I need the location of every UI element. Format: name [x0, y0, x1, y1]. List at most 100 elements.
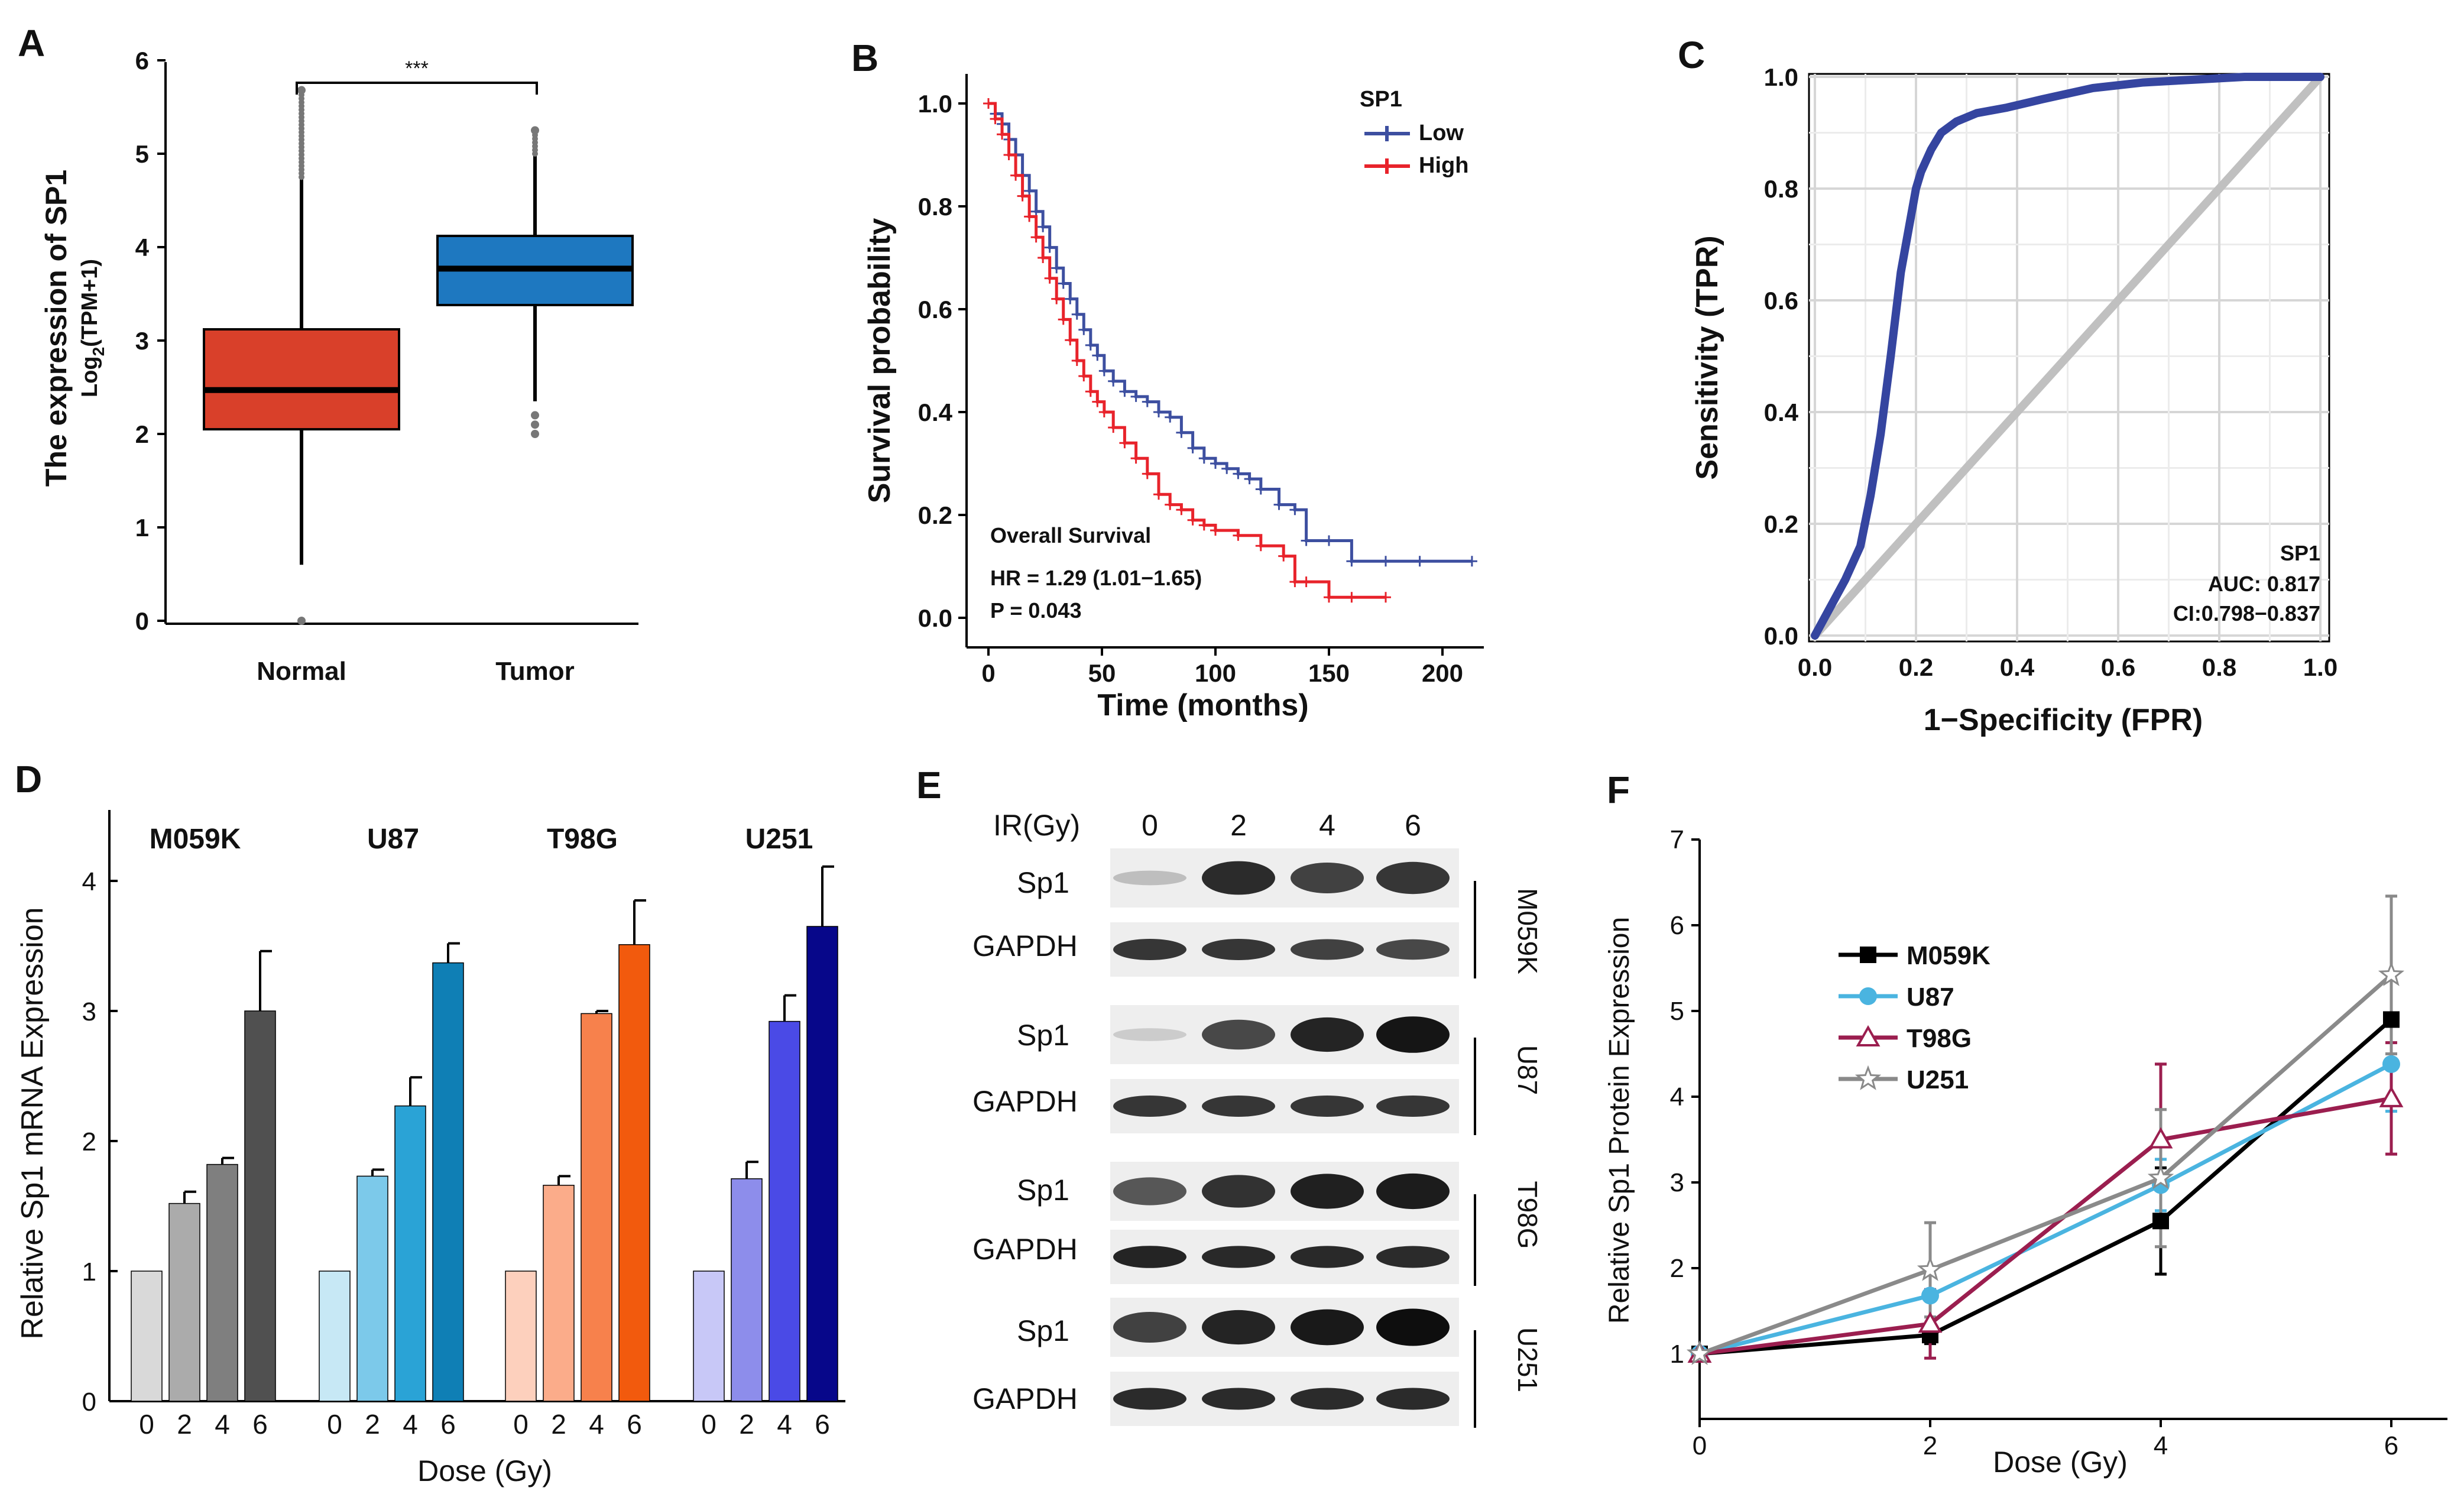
panel-b-xtick-label: 100: [1195, 659, 1236, 687]
panel-b-censor-mark: [1301, 535, 1312, 546]
panel-e-u87-gapdh-label: GAPDH: [972, 1085, 1078, 1118]
panel-b-censor-mark: [1244, 474, 1255, 485]
panel-e-gapdh-band: [1291, 1096, 1364, 1117]
panel-d-dose-label: 2: [365, 1409, 380, 1440]
panel-b-censor-mark: [1153, 407, 1164, 417]
panel-e: IR(Gy) 0 2 4 6 Sp1 GAPDH M059K Sp1 GAPDH…: [972, 809, 1543, 1428]
panel-f-xlabel: Dose (Gy): [1993, 1446, 2128, 1479]
panel-b-censor-mark: [997, 129, 1008, 140]
panel-b-censor-mark: [1273, 499, 1285, 510]
panel-f-xtick-label: 0: [1693, 1431, 1707, 1460]
panel-b-censor-mark: [1003, 150, 1014, 160]
panel-f-point-t98g: [1918, 1311, 1943, 1333]
panel-c-xtick-label: 0.6: [2101, 653, 2135, 681]
panel-e-gapdh-band: [1291, 1246, 1364, 1268]
panel-b-censor-mark: [1142, 396, 1153, 407]
panel-e-u87-cell-line: U87: [1512, 1045, 1543, 1095]
panel-e-lane-2: 2: [1230, 809, 1247, 842]
panel-d-dose-label: 2: [551, 1409, 566, 1440]
panel-d-ytick-label: 1: [82, 1258, 96, 1286]
panel-a-ylabel-line2: Log2(TPM+1): [77, 259, 108, 397]
panel-a-ytick-label: 4: [135, 234, 150, 261]
panel-b-censor-mark: [990, 114, 1001, 125]
panel-b-censor-mark: [1092, 350, 1103, 361]
panel-e-gapdh-band: [1113, 1388, 1186, 1410]
panel-b-censor-mark: [1038, 221, 1049, 232]
panel-c-ytick-label: 0.4: [1764, 398, 1799, 426]
panel-b-legend-high-label: High: [1419, 153, 1468, 178]
panel-b-xtick-label: 150: [1308, 659, 1350, 687]
panel-d-bar-t98g: [505, 1271, 537, 1402]
panel-e-gapdh-band: [1113, 1096, 1186, 1117]
panel-e-sp1-band: [1202, 1175, 1275, 1208]
panel-a-ytick-label: 3: [135, 327, 149, 355]
panel-d-bar-u87: [394, 1105, 426, 1402]
panel-a-outlier-point: [297, 617, 306, 625]
panel-f-series-u251: [1698, 973, 2393, 1356]
panel-e-header-label: IR(Gy): [993, 809, 1080, 842]
panel-f: 1 2 3 4 5 6 7 0 2 4 6 Relative Sp1 Protein Express…: [1604, 825, 2447, 1479]
panel-label-d: D: [15, 758, 42, 801]
panel-a: 0 1 2 3 4 5 6 The expression of SP1 Log2(TPM+1…: [40, 47, 638, 686]
panel-e-u251-gapdh-label: GAPDH: [972, 1382, 1078, 1415]
panel-e-sp1-band: [1202, 1019, 1275, 1050]
panel-b-ytick-label: 0.6: [918, 296, 952, 323]
panel-b-censor-mark: [1324, 592, 1334, 603]
panel-c-annotation-auc: AUC: 0.817: [2208, 572, 2320, 596]
panel-f-plot: 1 2 3 4 5 6 7 0 2 4 6: [1670, 825, 2447, 1460]
panel-d-ytick-label: 3: [82, 997, 96, 1026]
panel-b-xtick-label: 50: [1088, 659, 1116, 687]
panel-e-gapdh-band: [1376, 1246, 1450, 1268]
panel-b-censor-mark: [1210, 458, 1221, 469]
panel-f-legend-u251: U251: [1907, 1065, 1969, 1094]
panel-d-bar-m059k: [168, 1203, 200, 1402]
panel-b-censor-mark: [1017, 190, 1028, 202]
panel-c-xtick-label: 0.0: [1798, 653, 1832, 681]
panel-a-ytick-label: 2: [135, 420, 149, 448]
panel-f-xtick-label: 4: [2154, 1431, 2168, 1460]
panel-b-censor-mark: [1030, 206, 1042, 217]
panel-a-ytick-label: 0: [135, 607, 149, 635]
panel-b-censor-mark: [1085, 339, 1096, 351]
panel-d-bar-m059k: [206, 1164, 238, 1402]
panel-d-bar-t98g: [581, 1013, 612, 1402]
panel-f-legend-u87: U87: [1907, 983, 1954, 1012]
panel-e-t98g-cell-line: T98G: [1512, 1181, 1543, 1249]
panel-d-dose-label: 2: [177, 1409, 192, 1440]
panel-label-c: C: [1678, 34, 1705, 76]
panel-b-xlabel: Time (months): [1097, 688, 1308, 722]
panel-f-legend-marker: [1859, 987, 1877, 1005]
panel-b-legend-low-label: Low: [1419, 121, 1464, 145]
panel-b-censor-mark: [983, 98, 994, 109]
panel-f-point-u87: [1921, 1286, 1939, 1305]
panel-a-outlier-point: [531, 430, 539, 438]
panel-a-plot: 0 1 2 3 4 5 6: [135, 47, 638, 635]
panel-b-censor-mark: [1098, 407, 1110, 417]
panel-b-censor-mark: [1078, 371, 1090, 382]
panel-f-point-m059k: [2152, 1213, 2169, 1230]
panel-c-xtick-label: 0.2: [1899, 653, 1933, 681]
panel-b-censor-mark: [1324, 535, 1334, 546]
panel-e-sp1-band: [1291, 863, 1364, 893]
panel-e-m059k-cell-line: M059K: [1512, 888, 1543, 974]
panel-b-censor-mark: [1071, 309, 1082, 320]
panel-f-point-u251: [1917, 1256, 1944, 1281]
panel-c-ytick-label: 0.8: [1764, 175, 1798, 203]
panel-e-sp1-band: [1376, 1173, 1450, 1210]
panel-c-annotation-ci: CI:0.798−0.837: [2173, 601, 2320, 626]
panel-a-category-normal: Normal: [257, 657, 346, 686]
panel-c-xtick-label: 1.0: [2303, 653, 2337, 681]
panel-f-legend-marker: [1855, 1065, 1882, 1090]
panel-d-dose-label: 6: [252, 1409, 268, 1440]
panel-a-significance-bracket: [296, 82, 538, 95]
panel-c-ylabel: Sensitivity (TPR): [1690, 235, 1724, 479]
panel-c-ytick-label: 0.2: [1764, 510, 1798, 538]
panel-label-f: F: [1607, 769, 1630, 811]
panel-b-censor-mark: [1380, 556, 1391, 567]
panel-b-censor-mark: [1233, 468, 1244, 479]
panel-b-censor-mark: [1024, 185, 1035, 196]
panel-e-t98g-gapdh-label: GAPDH: [972, 1233, 1078, 1266]
panel-e-m059k-sp1-label: Sp1: [1017, 866, 1069, 899]
panel-b-censor-mark: [1044, 273, 1055, 284]
